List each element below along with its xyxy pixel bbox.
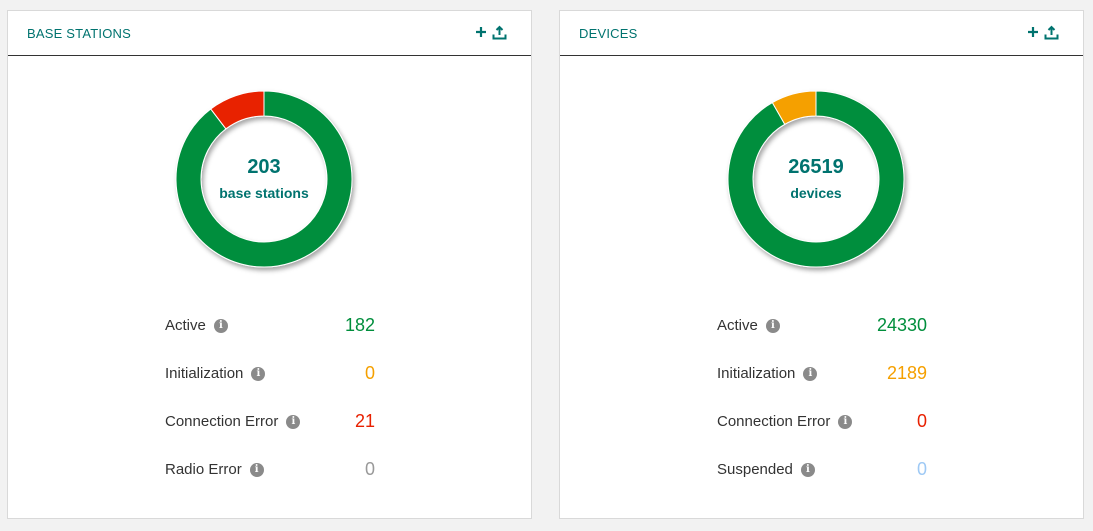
legend-label-text: Active xyxy=(717,317,758,334)
donut-center: 203 base stations xyxy=(172,87,356,271)
legend-row-connection-error: Connection Error i 21 xyxy=(165,409,375,457)
info-icon[interactable]: i xyxy=(251,366,266,381)
info-icon[interactable]: i xyxy=(838,414,853,429)
panel-title: DEVICES xyxy=(579,26,638,41)
plus-icon[interactable] xyxy=(1025,22,1041,42)
legend-label: Suspended i xyxy=(717,461,815,478)
devices-panel: DEVICES 26519 devices Active i 24330 Init… xyxy=(559,10,1084,519)
plus-icon[interactable] xyxy=(473,22,489,42)
donut-segment-connection-error[interactable] xyxy=(210,90,265,130)
donut-segment-active[interactable] xyxy=(727,90,905,268)
legend-row-radio-error: Radio Error i 0 xyxy=(165,457,375,505)
legend-label-text: Initialization xyxy=(165,365,244,382)
legend-label: Connection Error i xyxy=(717,413,853,430)
legend-label: Active i xyxy=(717,317,780,334)
panel-header: BASE STATIONS xyxy=(8,11,531,56)
info-icon[interactable]: i xyxy=(803,366,818,381)
legend-label-text: Connection Error xyxy=(717,413,831,430)
info-icon[interactable]: i xyxy=(765,318,780,333)
upload-icon[interactable] xyxy=(1043,22,1059,42)
legend-value: 0 xyxy=(916,459,927,479)
legend-value: 2189 xyxy=(886,363,927,383)
legend-row-active: Active i 24330 xyxy=(717,313,927,361)
legend-label: Active i xyxy=(165,317,228,334)
donut-svg xyxy=(727,90,905,268)
header-actions xyxy=(473,22,507,42)
donut-chart: 26519 devices xyxy=(724,87,908,271)
legend-label: Connection Error i xyxy=(165,413,301,430)
donut-segment-initialization[interactable] xyxy=(771,90,817,125)
legend-value: 0 xyxy=(364,459,375,479)
base-stations-panel: BASE STATIONS 203 base stations Active i … xyxy=(7,10,532,519)
info-icon[interactable]: i xyxy=(249,462,264,477)
donut-total-label: devices xyxy=(790,185,842,201)
legend-row-initialization: Initialization i 2189 xyxy=(717,361,927,409)
donut-total: 26519 xyxy=(788,156,844,178)
legend-row-initialization: Initialization i 0 xyxy=(165,361,375,409)
legend-label-text: Suspended xyxy=(717,461,793,478)
legend-label-text: Radio Error xyxy=(165,461,242,478)
legend-label: Initialization i xyxy=(717,365,818,382)
info-icon[interactable]: i xyxy=(286,414,301,429)
donut-total-label: base stations xyxy=(219,185,309,201)
legend-value: 182 xyxy=(344,315,375,335)
legend-value: 21 xyxy=(354,411,375,431)
donut-total: 203 xyxy=(247,156,281,178)
panel-header: DEVICES xyxy=(560,11,1083,56)
donut-chart: 203 base stations xyxy=(172,87,356,271)
upload-icon[interactable] xyxy=(491,22,507,42)
legend-row-suspended: Suspended i 0 xyxy=(717,457,927,505)
legend-label-text: Connection Error xyxy=(165,413,279,430)
info-icon[interactable]: i xyxy=(800,462,815,477)
donut-center: 26519 devices xyxy=(724,87,908,271)
status-legend: Active i 182 Initialization i 0 Connection… xyxy=(165,313,375,505)
info-icon[interactable]: i xyxy=(213,318,228,333)
legend-label: Initialization i xyxy=(165,365,266,382)
legend-row-active: Active i 182 xyxy=(165,313,375,361)
legend-value: 24330 xyxy=(876,315,927,335)
panel-title: BASE STATIONS xyxy=(27,26,131,41)
legend-label: Radio Error i xyxy=(165,461,264,478)
legend-value: 0 xyxy=(364,363,375,383)
legend-row-connection-error: Connection Error i 0 xyxy=(717,409,927,457)
legend-label-text: Initialization xyxy=(717,365,796,382)
legend-value: 0 xyxy=(916,411,927,431)
legend-label-text: Active xyxy=(165,317,206,334)
donut-svg xyxy=(175,90,353,268)
header-actions xyxy=(1025,22,1059,42)
donut-segment-active[interactable] xyxy=(175,90,353,268)
status-legend: Active i 24330 Initialization i 2189 Conne… xyxy=(717,313,927,505)
